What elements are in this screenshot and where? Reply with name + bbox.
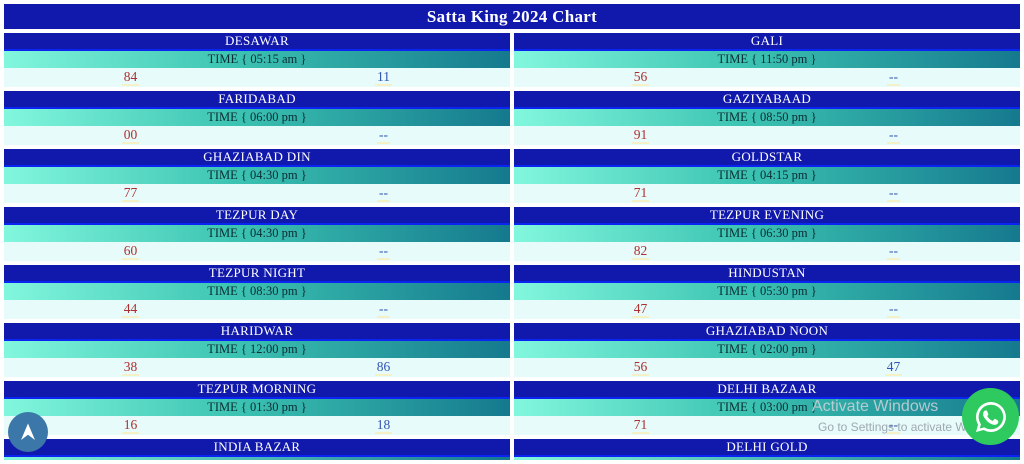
game-time: TIME { 08:30 pm } (4, 283, 510, 300)
game-cell-desawar: DESAWAR TIME { 05:15 am } 84 11 (4, 33, 510, 87)
game-cell-gaziyabaad: GAZIYABAAD TIME { 08:50 pm } 91 -- (514, 91, 1020, 145)
new-result-value: -- (887, 243, 900, 260)
game-values: 00 -- (4, 126, 510, 145)
game-cell-tezpur-evening: TEZPUR EVENING TIME { 06:30 pm } 82 -- (514, 207, 1020, 261)
game-values: 38 86 (4, 358, 510, 377)
game-cell-delhi-bazaar: DELHI BAZAAR TIME { 03:00 pm } 71 -- (514, 381, 1020, 435)
old-result-value: 56 (631, 69, 650, 86)
old-result-value: 82 (631, 243, 650, 260)
game-name: GOLDSTAR (514, 149, 1020, 167)
game-cell-tezpur-night: TEZPUR NIGHT TIME { 08:30 pm } 44 -- (4, 265, 510, 319)
game-values: 44 -- (4, 300, 510, 319)
game-values: 84 11 (4, 68, 510, 87)
game-values: 56 -- (514, 68, 1020, 87)
page-title: Satta King 2024 Chart (4, 4, 1020, 29)
game-cell-hindustan: HINDUSTAN TIME { 05:30 pm } 47 -- (514, 265, 1020, 319)
game-name: DESAWAR (4, 33, 510, 51)
old-result-value: 47 (631, 301, 650, 318)
game-values: 47 -- (514, 300, 1020, 319)
new-result-value: -- (887, 127, 900, 144)
new-result-value: -- (377, 243, 390, 260)
gradient-strip (4, 457, 510, 460)
game-time: TIME { 05:30 pm } (514, 283, 1020, 300)
whatsapp-icon (973, 399, 1009, 435)
game-cell-ghaziabad-din: GHAZIABAD DIN TIME { 04:30 pm } 77 -- (4, 149, 510, 203)
scroll-to-top-button[interactable] (8, 412, 48, 452)
game-cell-delhi-gold: DELHI GOLD (514, 439, 1020, 460)
game-name: GHAZIABAD NOON (514, 323, 1020, 341)
game-name: GALI (514, 33, 1020, 51)
game-cell-ghaziabad-noon: GHAZIABAD NOON TIME { 02:00 pm } 56 47 (514, 323, 1020, 377)
new-result-value: 11 (375, 69, 392, 86)
old-result-value: 00 (121, 127, 140, 144)
game-name: TEZPUR EVENING (514, 207, 1020, 225)
game-time: TIME { 11:50 pm } (514, 51, 1020, 68)
new-result-value: 18 (374, 417, 393, 434)
old-result-value: 60 (121, 243, 140, 260)
game-name: TEZPUR DAY (4, 207, 510, 225)
game-time: TIME { 08:50 pm } (514, 109, 1020, 126)
game-time: TIME { 05:15 am } (4, 51, 510, 68)
game-name: FARIDABAD (4, 91, 510, 109)
game-name: DELHI BAZAAR (514, 381, 1020, 399)
game-values: 82 -- (514, 242, 1020, 261)
game-name: HINDUSTAN (514, 265, 1020, 283)
game-cell-goldstar: GOLDSTAR TIME { 04:15 pm } 71 -- (514, 149, 1020, 203)
old-result-value: 38 (121, 359, 140, 376)
new-result-value: 86 (374, 359, 393, 376)
game-values: 77 -- (4, 184, 510, 203)
new-result-value: -- (887, 301, 900, 318)
game-values: 60 -- (4, 242, 510, 261)
new-result-value: 47 (884, 359, 903, 376)
old-result-value: 71 (631, 417, 650, 434)
game-values: 16 18 (4, 416, 510, 435)
old-result-value: 71 (631, 185, 650, 202)
game-values: 71 -- (514, 416, 1020, 435)
game-time: TIME { 01:30 pm } (4, 399, 510, 416)
new-result-value: -- (377, 127, 390, 144)
game-name: GAZIYABAAD (514, 91, 1020, 109)
game-cell-india-bazar: INDIA BAZAR (4, 439, 510, 460)
old-result-value: 16 (121, 417, 140, 434)
game-time: TIME { 06:00 pm } (4, 109, 510, 126)
game-cell-tezpur-day: TEZPUR DAY TIME { 04:30 pm } 60 -- (4, 207, 510, 261)
game-name: INDIA BAZAR (4, 439, 510, 457)
game-values: 71 -- (514, 184, 1020, 203)
game-name: HARIDWAR (4, 323, 510, 341)
game-cell-faridabad: FARIDABAD TIME { 06:00 pm } 00 -- (4, 91, 510, 145)
old-result-value: 56 (631, 359, 650, 376)
old-result-value: 44 (121, 301, 140, 318)
new-result-value: -- (887, 185, 900, 202)
new-result-value: -- (887, 417, 900, 434)
game-time: TIME { 12:00 pm } (4, 341, 510, 358)
game-time: TIME { 04:30 pm } (4, 167, 510, 184)
gradient-strip (514, 457, 1020, 460)
game-time: TIME { 06:30 pm } (514, 225, 1020, 242)
whatsapp-chat-button[interactable] (962, 388, 1019, 445)
game-time: TIME { 04:15 pm } (514, 167, 1020, 184)
game-name: TEZPUR NIGHT (4, 265, 510, 283)
new-result-value: -- (887, 69, 900, 86)
arrow-up-icon (16, 420, 40, 444)
game-time: TIME { 04:30 pm } (4, 225, 510, 242)
results-grid: DESAWAR TIME { 05:15 am } 84 11 GALI TIM… (4, 33, 1020, 460)
game-name: DELHI GOLD (514, 439, 1020, 457)
new-result-value: -- (377, 185, 390, 202)
game-name: TEZPUR MORNING (4, 381, 510, 399)
new-result-value: -- (377, 301, 390, 318)
game-values: 91 -- (514, 126, 1020, 145)
game-cell-haridwar: HARIDWAR TIME { 12:00 pm } 38 86 (4, 323, 510, 377)
game-cell-tezpur-morning: TEZPUR MORNING TIME { 01:30 pm } 16 18 (4, 381, 510, 435)
old-result-value: 91 (631, 127, 650, 144)
old-result-value: 77 (121, 185, 140, 202)
game-time: TIME { 02:00 pm } (514, 341, 1020, 358)
game-name: GHAZIABAD DIN (4, 149, 510, 167)
game-values: 56 47 (514, 358, 1020, 377)
game-time: TIME { 03:00 pm } (514, 399, 1020, 416)
game-cell-gali: GALI TIME { 11:50 pm } 56 -- (514, 33, 1020, 87)
old-result-value: 84 (121, 69, 140, 86)
